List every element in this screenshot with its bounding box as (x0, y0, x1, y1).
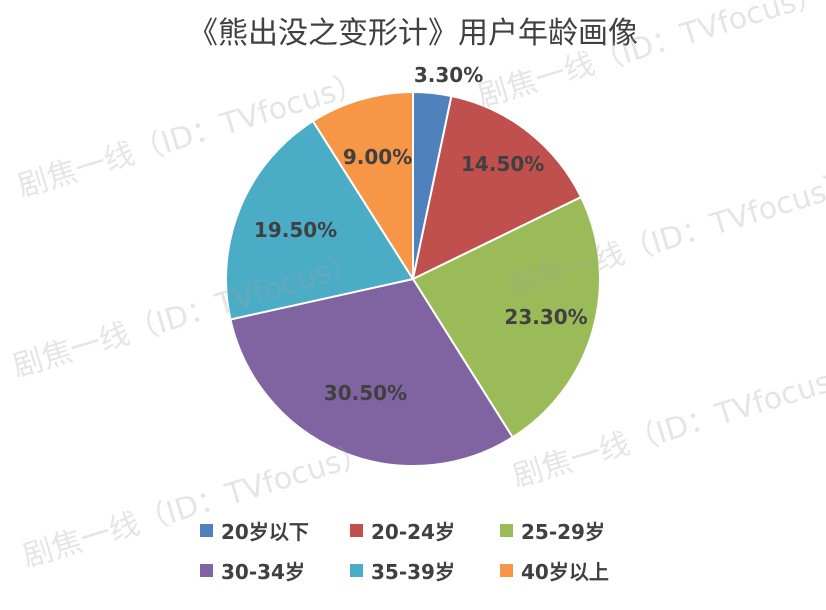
legend-swatch (200, 523, 213, 537)
legend-item: 35-39岁 (350, 558, 500, 584)
legend-swatch (500, 563, 513, 577)
chart-title: 《熊出没之变形计》用户年龄画像 (188, 16, 638, 51)
pie-slice (311, 90, 414, 283)
legend-item: 30-34岁 (200, 558, 350, 584)
legend-label: 40岁以上 (521, 559, 609, 584)
legend-swatch (350, 523, 363, 537)
legend-label: 30-34岁 (221, 559, 305, 584)
legend-swatch (350, 563, 363, 577)
data-label: 19.50% (254, 218, 337, 242)
legend: 20岁以下 20-24岁 25-29岁 30-34岁 35-39岁 40岁以上 (200, 518, 660, 584)
data-label: 14.50% (461, 152, 544, 176)
legend-swatch (500, 523, 513, 537)
legend-label: 20岁以下 (221, 519, 309, 544)
legend-item: 20-24岁 (350, 518, 500, 544)
legend-item: 20岁以下 (200, 518, 350, 544)
legend-item: 40岁以上 (500, 558, 650, 584)
pie-slice (225, 119, 415, 321)
legend-item: 25-29岁 (500, 518, 650, 544)
data-label: 9.00% (343, 145, 412, 169)
data-label: 3.30% (414, 63, 483, 87)
pie-slice (229, 277, 514, 467)
legend-swatch (200, 563, 213, 577)
data-label: 30.50% (324, 381, 407, 405)
pie-slice (411, 195, 601, 439)
data-label: 23.30% (504, 305, 587, 329)
pie-slice (411, 94, 583, 281)
legend-label: 35-39岁 (371, 559, 455, 584)
legend-label: 20-24岁 (371, 519, 455, 544)
legend-label: 25-29岁 (521, 519, 605, 544)
